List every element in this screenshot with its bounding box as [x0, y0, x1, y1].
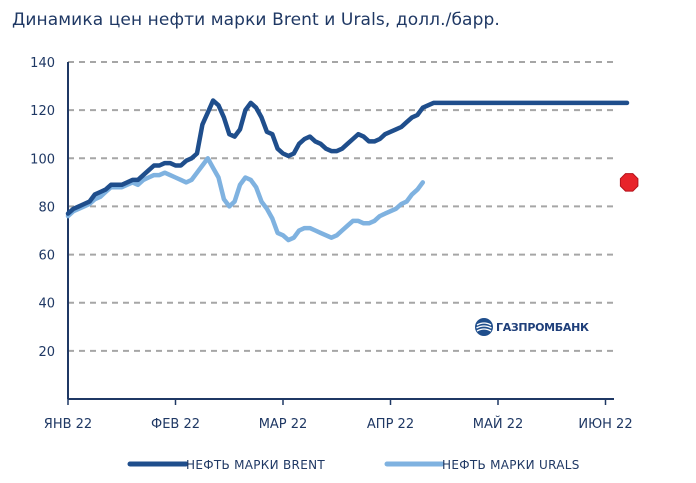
- gazprombank-logo-icon: [475, 318, 493, 336]
- end-marker-layer: [619, 173, 639, 192]
- x-tick-label: ИЮН 22: [578, 417, 632, 432]
- y-tick-label: 120: [30, 104, 55, 119]
- y-tick-label: 140: [30, 56, 55, 71]
- x-tick-label: АПР 22: [367, 417, 414, 432]
- x-tick-label: ЯНВ 22: [44, 417, 92, 432]
- y-tick-label: 100: [30, 152, 55, 167]
- series-brent-line: [65, 98, 630, 216]
- y-tick-label: 20: [38, 345, 55, 360]
- legend: НЕФТЬ МАРКИ BRENT НЕФТЬ МАРКИ URALS: [127, 458, 580, 472]
- grid-lines: [68, 61, 614, 352]
- x-tick-label: МАР 22: [259, 417, 308, 432]
- x-tick-label: ФЕВ 22: [151, 417, 200, 432]
- gazprombank-logo-stripes: [476, 322, 492, 332]
- series-lines: [65, 98, 630, 243]
- gazprombank-logo: ГАЗПРОМБАНК: [475, 318, 589, 336]
- chart-title: Динамика цен нефти марки Brent и Urals, …: [12, 10, 500, 30]
- axes: [67, 62, 614, 400]
- legend-urals-label: НЕФТЬ МАРКИ URALS: [442, 458, 580, 472]
- y-tick-label: 60: [38, 249, 55, 264]
- x-tick-label: МАЙ 22: [473, 416, 524, 432]
- gazprombank-logo-text: ГАЗПРОМБАНК: [496, 321, 589, 334]
- y-tick-label: 80: [38, 200, 55, 215]
- series-urals-line: [65, 156, 426, 243]
- x-axis-ticks: ЯНВ 22 ФЕВ 22 МАР 22 АПР 22 МАЙ 22 ИЮН 22: [44, 399, 633, 432]
- end-point-marker: [619, 173, 639, 192]
- y-tick-label: 40: [38, 297, 55, 312]
- legend-brent-label: НЕФТЬ МАРКИ BRENT: [186, 458, 325, 472]
- y-axis-ticks: 20 40 60 80 100 120 140: [30, 56, 55, 360]
